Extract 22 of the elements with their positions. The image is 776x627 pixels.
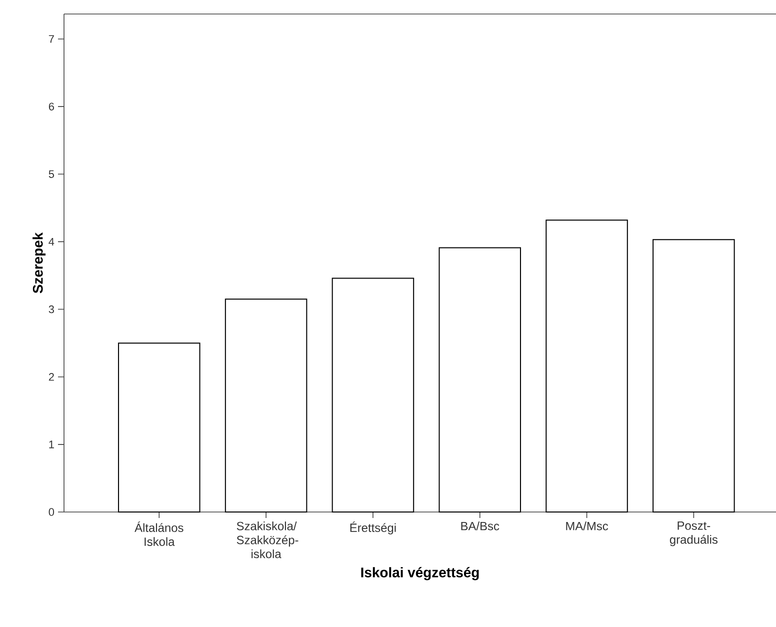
bar (652, 239, 735, 512)
y-tick-label: 3 (48, 305, 54, 314)
x-axis-title: Iskolai végzettség (361, 567, 479, 580)
y-tick-label: 4 (48, 238, 54, 246)
y-axis-title: Szerepek (32, 232, 46, 294)
y-tick-label: 6 (48, 102, 54, 110)
y-tick-label: 7 (48, 35, 54, 43)
bar (438, 247, 521, 512)
x-tick-label: BA/Bsc (461, 522, 500, 530)
y-tick-label: 0 (48, 508, 54, 516)
bar (546, 220, 628, 512)
y-tick-label: 1 (49, 440, 54, 448)
x-tick-label: Érettségi (350, 522, 396, 534)
bar (118, 342, 200, 512)
bar (332, 278, 414, 512)
bar (224, 298, 308, 512)
x-tick-label: Általános Iskola (134, 522, 184, 546)
y-tick-label: 2 (48, 373, 54, 381)
x-tick-label: MA/Msc (566, 522, 608, 530)
y-tick-label: 5 (48, 170, 54, 178)
x-tick-label: Szakiskola/ Szakközép- iskola (236, 522, 298, 558)
x-tick-label: Poszt- graduális (670, 522, 718, 546)
